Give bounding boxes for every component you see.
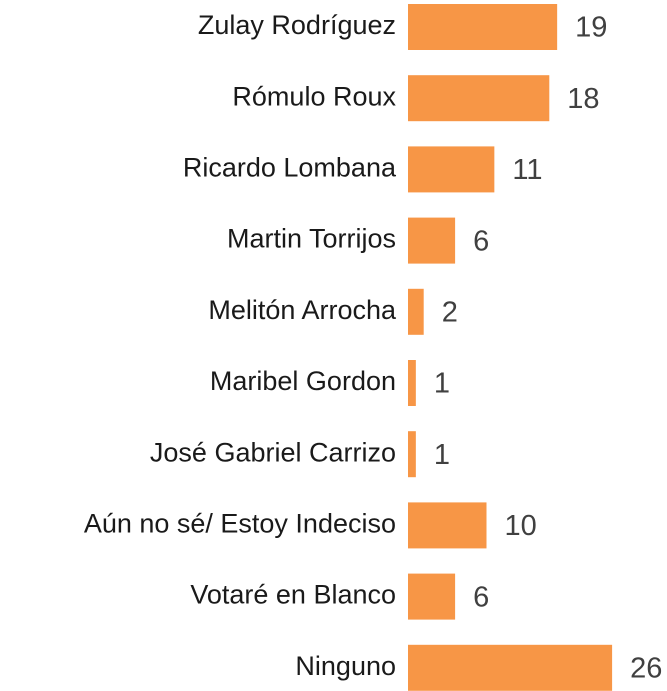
bar <box>408 146 495 193</box>
value-label: 11 <box>512 154 542 186</box>
value-label: 1 <box>434 368 450 400</box>
category-label: Zulay Rodríguez <box>198 10 396 40</box>
category-label: Rómulo Roux <box>232 81 396 111</box>
category-label: Aún no sé/ Estoy Indeciso <box>84 509 396 539</box>
bar <box>408 502 487 549</box>
bar <box>408 288 424 335</box>
bar <box>408 644 613 691</box>
category-label: Ricardo Lombana <box>183 153 397 183</box>
category-label: Ninguno <box>295 651 396 681</box>
bar <box>408 4 558 50</box>
value-label: 1 <box>434 439 450 471</box>
category-label: José Gabriel Carrizo <box>150 437 396 467</box>
category-label: Votaré en Blanco <box>190 580 396 610</box>
value-label: 6 <box>473 225 489 257</box>
value-label: 2 <box>442 296 458 328</box>
value-label: 18 <box>567 83 599 115</box>
bar <box>408 431 416 478</box>
bar <box>408 217 456 264</box>
category-label: Maribel Gordon <box>210 366 396 396</box>
value-label: 26 <box>630 652 662 684</box>
bar <box>408 75 550 122</box>
value-label: 6 <box>473 581 489 613</box>
value-label: 19 <box>575 12 607 44</box>
value-label: 10 <box>505 510 537 542</box>
category-label: Martin Torrijos <box>227 224 396 254</box>
bar <box>408 360 416 406</box>
category-label: Melitón Arrocha <box>208 295 397 325</box>
bar <box>408 573 456 620</box>
